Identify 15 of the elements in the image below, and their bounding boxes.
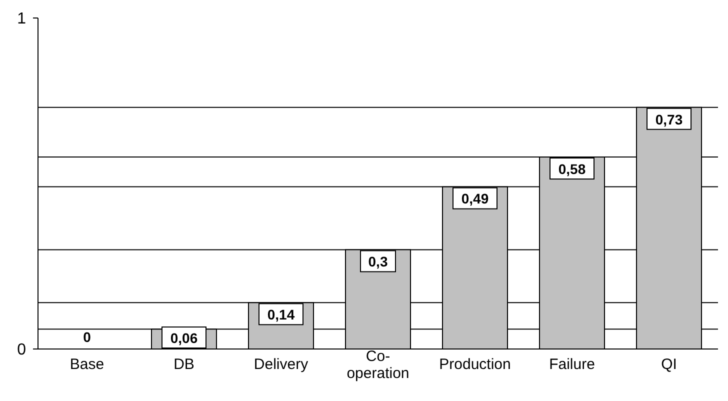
data-label: 0,58 <box>558 160 586 177</box>
data-label: 0,73 <box>655 111 683 128</box>
data-label: 0,49 <box>461 190 489 207</box>
data-label: 0 <box>83 328 92 345</box>
y-tick-label: 1 <box>17 10 26 28</box>
x-tick-label: Co-operation <box>346 348 410 382</box>
x-tick-label: Base <box>70 356 104 373</box>
x-tick-label: Failure <box>549 356 595 373</box>
x-tick-label: QI <box>661 356 677 373</box>
data-label: 0,3 <box>368 254 388 270</box>
data-label: 0,06 <box>170 330 198 346</box>
x-tick-label: DB <box>174 356 194 373</box>
x-tick-label: Delivery <box>254 356 309 373</box>
x-tick-label: Production <box>439 356 511 373</box>
data-label: 0,14 <box>267 306 295 323</box>
